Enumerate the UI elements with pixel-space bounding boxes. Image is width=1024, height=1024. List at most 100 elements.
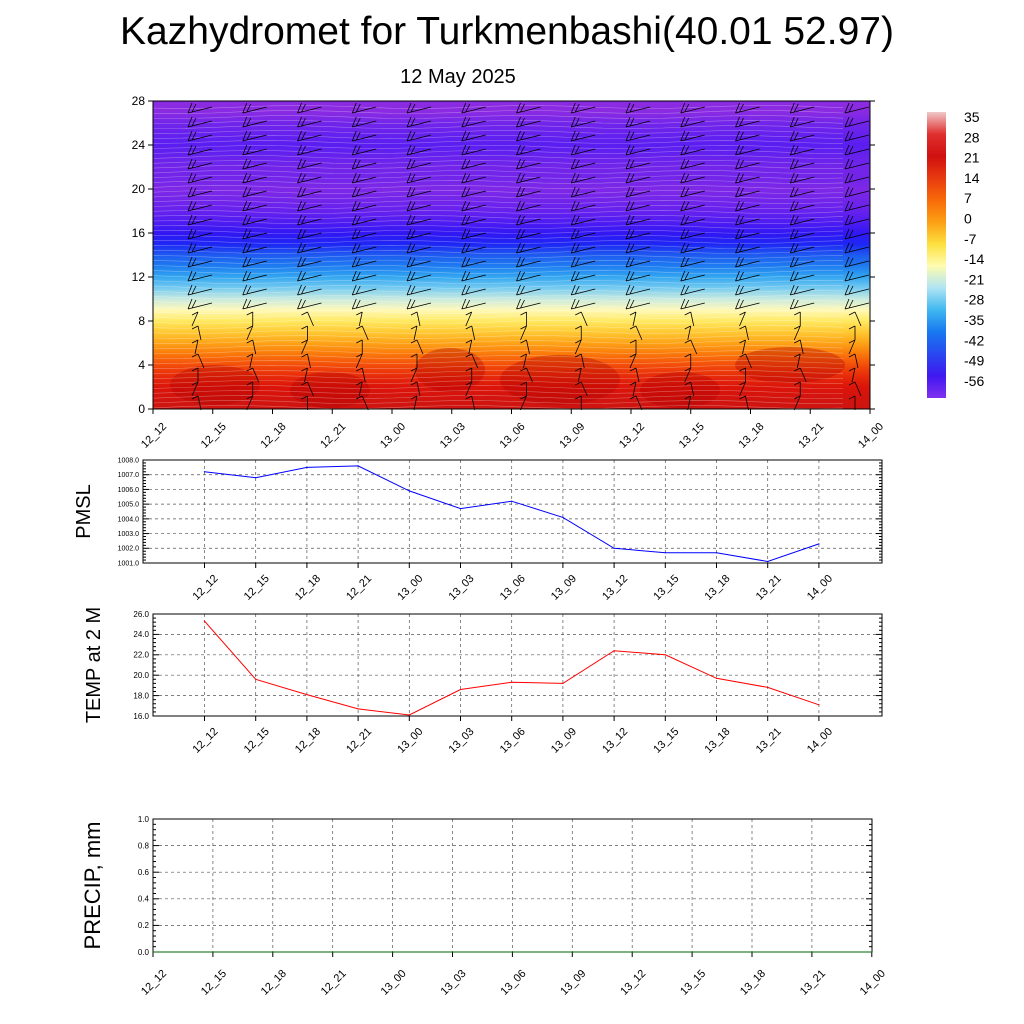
- y-tick-label: 16: [132, 226, 146, 240]
- x-tick-label: 13_06: [498, 573, 528, 603]
- y-tick-label: 16.0: [133, 712, 149, 721]
- data-point: [212, 951, 214, 953]
- x-tick-label: 13_12: [600, 726, 630, 756]
- x-tick-label: 14_00: [805, 726, 835, 756]
- colorbar-label: 21: [964, 150, 980, 166]
- data-point: [664, 552, 666, 554]
- colorbar-label: -14: [964, 251, 984, 267]
- x-tick-label: 13_06: [498, 421, 528, 451]
- y-tick-label: 28: [132, 94, 146, 108]
- x-tick-label: 12_21: [318, 421, 348, 451]
- colorbar-label: 0: [964, 211, 972, 227]
- x-tick-label: 13_09: [549, 573, 579, 603]
- plot-frame: [152, 613, 883, 717]
- data-point: [613, 547, 615, 549]
- data-point: [255, 477, 257, 479]
- x-tick-label: 13_15: [651, 573, 681, 603]
- grid-lines: [143, 459, 882, 564]
- data-point: [715, 552, 718, 554]
- data-point: [203, 620, 206, 622]
- colorbar-label: -49: [964, 353, 984, 369]
- data-point: [571, 951, 573, 953]
- x-tick-label: 13_00: [395, 726, 425, 756]
- x-tick-label: 13_00: [395, 573, 425, 603]
- data-point: [562, 682, 564, 684]
- colorbar-label: -21: [964, 271, 984, 287]
- data-point: [459, 507, 462, 510]
- x-tick-label: 13_09: [558, 968, 588, 998]
- data-point: [818, 543, 820, 545]
- y-tick-label: 0.8: [138, 841, 150, 850]
- x-tick-label: 12_21: [319, 968, 349, 998]
- x-tick-label: 13_06: [498, 726, 528, 756]
- data-point: [408, 490, 410, 492]
- y-tick-label: 24.0: [133, 630, 149, 639]
- data-point: [511, 951, 513, 953]
- y-tick-label: 22.0: [133, 651, 149, 660]
- data-point: [811, 951, 813, 953]
- x-tick-label: 13_18: [703, 573, 733, 603]
- data-point: [691, 951, 693, 953]
- x-tick-label: 13_21: [754, 726, 784, 756]
- x-tick-label: 12_18: [259, 421, 289, 451]
- colorbar-label: -35: [964, 312, 984, 328]
- data-point: [767, 686, 769, 689]
- grid-lines: [152, 818, 873, 953]
- x-tick-label: 13_21: [754, 573, 784, 603]
- y-tick-label: 1007.0: [118, 472, 140, 479]
- data-point: [562, 516, 564, 518]
- x-tick-label: 12_12: [191, 726, 221, 756]
- data-point: [715, 677, 718, 679]
- colorbar-label: -28: [964, 292, 984, 308]
- y-tick-label: 24: [132, 138, 146, 152]
- y-tick-label: 26.0: [133, 610, 149, 619]
- y-tick-label: 0.0: [138, 948, 150, 957]
- x-tick-label: 13_18: [703, 726, 733, 756]
- data-point: [255, 678, 257, 680]
- x-tick-label: 12_15: [199, 421, 229, 451]
- x-tick-label: 13_09: [549, 726, 579, 756]
- x-tick-label: 13_00: [378, 421, 408, 451]
- data-point: [451, 951, 454, 953]
- y-tick-label: 1005.0: [118, 502, 140, 509]
- x-tick-label: 12_12: [191, 573, 221, 603]
- x-tick-label: 13_03: [447, 726, 477, 756]
- x-tick-label: 14_00: [858, 968, 888, 998]
- data-point: [332, 951, 334, 953]
- data-point: [767, 560, 769, 563]
- chart-title: Kazhydromet for Turkmenbashi(40.01 52.97…: [120, 10, 894, 53]
- x-tick-label: 12_12: [139, 421, 169, 451]
- surface-warm-cells: [170, 347, 845, 408]
- precip-panel: 0.0 0.2 0.4 0.6 0.8 1.0 12_12 12_15 12_18 12_21 13…: [80, 815, 888, 998]
- data-point: [613, 650, 615, 652]
- data-point: [203, 471, 206, 473]
- wind-barbs: [187, 102, 870, 411]
- data-point: [306, 466, 308, 468]
- data-point: [511, 681, 513, 683]
- colorbar-label: 7: [964, 190, 972, 206]
- temp-2m-panel: 16.0 18.0 20.0 22.0 24.0 26.0 12_12 12_15 12_18 1…: [83, 607, 883, 756]
- colorbar-label: 14: [964, 170, 980, 186]
- x-tick-label: 13_03: [439, 968, 469, 998]
- y-tick-label: 1002.0: [118, 546, 140, 553]
- data-point: [272, 951, 274, 953]
- y-tick-label: 1.0: [138, 815, 150, 824]
- y-tick-label: 8: [138, 314, 145, 328]
- y-axis-title: PMSL: [73, 484, 95, 538]
- colorbar-label: 28: [964, 129, 980, 145]
- temperature-section-panel: 0 4 8 12 16 20 24 28 12_12 12_15 12_18 12_21 13_00 13…: [132, 94, 886, 451]
- colorbar-label: -7: [964, 231, 977, 247]
- y-tick-label: 1006.0: [118, 487, 140, 494]
- x-tick-label: 13_09: [557, 421, 587, 451]
- x-tick-label: 13_15: [677, 421, 707, 451]
- x-tick-label: 13_12: [600, 573, 630, 603]
- x-tick-label: 13_15: [678, 968, 708, 998]
- data-point: [664, 654, 666, 656]
- y-tick-label: 1004.0: [118, 516, 140, 523]
- data-point: [357, 465, 359, 467]
- y-tick-label: 20: [132, 182, 146, 196]
- pmsl-panel: 1001.0 1002.0 1003.0 1004.0 1005.0 1006.0 1007…: [73, 457, 883, 603]
- x-tick-label: 12_15: [242, 573, 272, 603]
- data-point: [152, 951, 154, 953]
- y-tick-label: 0: [138, 402, 145, 416]
